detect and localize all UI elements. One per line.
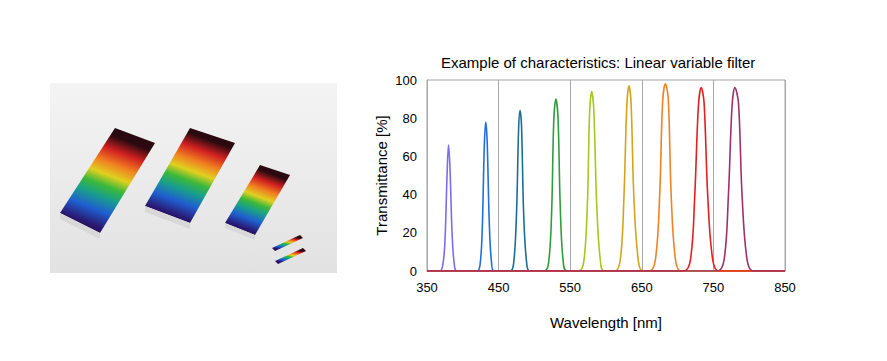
svg-text:20: 20 (403, 225, 417, 240)
svg-text:750: 750 (703, 280, 725, 295)
svg-text:100: 100 (395, 73, 417, 88)
svg-text:350: 350 (416, 280, 438, 295)
svg-text:60: 60 (403, 149, 417, 164)
svg-text:850: 850 (774, 280, 796, 295)
svg-text:550: 550 (559, 280, 581, 295)
svg-text:40: 40 (403, 187, 417, 202)
svg-text:Transmittance [%]: Transmittance [%] (373, 115, 390, 235)
svg-text:450: 450 (488, 280, 510, 295)
svg-text:80: 80 (403, 111, 417, 126)
svg-text:650: 650 (631, 280, 653, 295)
svg-text:Wavelength [nm]: Wavelength [nm] (550, 314, 662, 331)
svg-text:Example of characteristics: Li: Example of characteristics: Linear varia… (441, 54, 755, 71)
svg-text:0: 0 (410, 264, 417, 279)
